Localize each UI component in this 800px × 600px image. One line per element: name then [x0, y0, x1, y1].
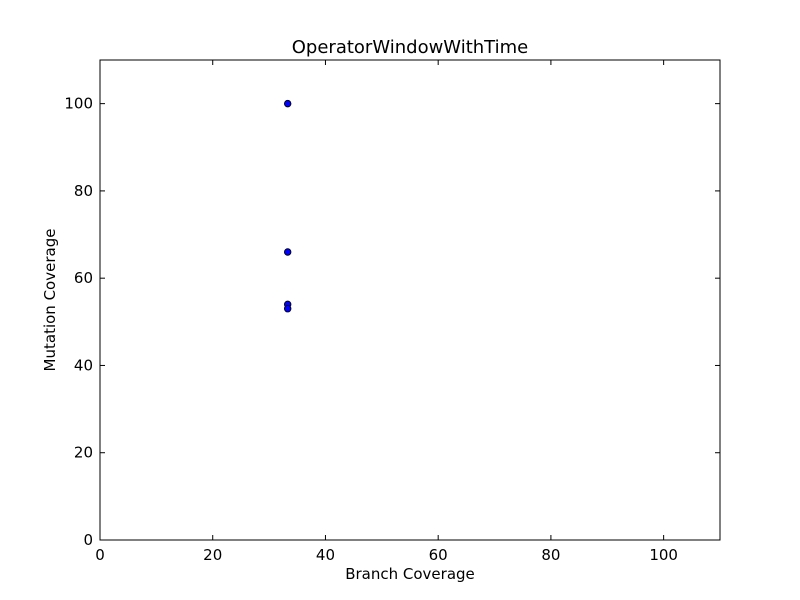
x-tick-label: 0 — [95, 546, 105, 564]
y-tick-label: 40 — [74, 356, 93, 374]
plot-area — [99, 59, 721, 541]
y-tick-label: 100 — [64, 95, 93, 113]
x-tick-label: 40 — [316, 546, 335, 564]
x-tick-label: 20 — [203, 546, 222, 564]
x-tick-label: 60 — [429, 546, 448, 564]
y-axis-label: Mutation Coverage — [41, 229, 59, 372]
y-tick-label: 0 — [83, 531, 93, 549]
chart-title: OperatorWindowWithTime — [292, 37, 528, 58]
x-tick-label: 100 — [649, 546, 678, 564]
y-tick-label: 80 — [74, 182, 93, 200]
x-axis-ticks: 0 20 40 60 80 100 — [95, 60, 678, 564]
y-tick-label: 20 — [74, 444, 93, 462]
scatter-point — [283, 305, 292, 313]
scatter-point — [283, 248, 292, 256]
data-points — [283, 99, 292, 313]
y-tick-label: 60 — [74, 269, 93, 287]
scatter-point — [283, 99, 292, 108]
y-axis-ticks: 0 20 40 60 80 100 — [64, 95, 720, 549]
x-axis-label: Branch Coverage — [345, 565, 475, 583]
x-tick-label: 80 — [541, 546, 560, 564]
